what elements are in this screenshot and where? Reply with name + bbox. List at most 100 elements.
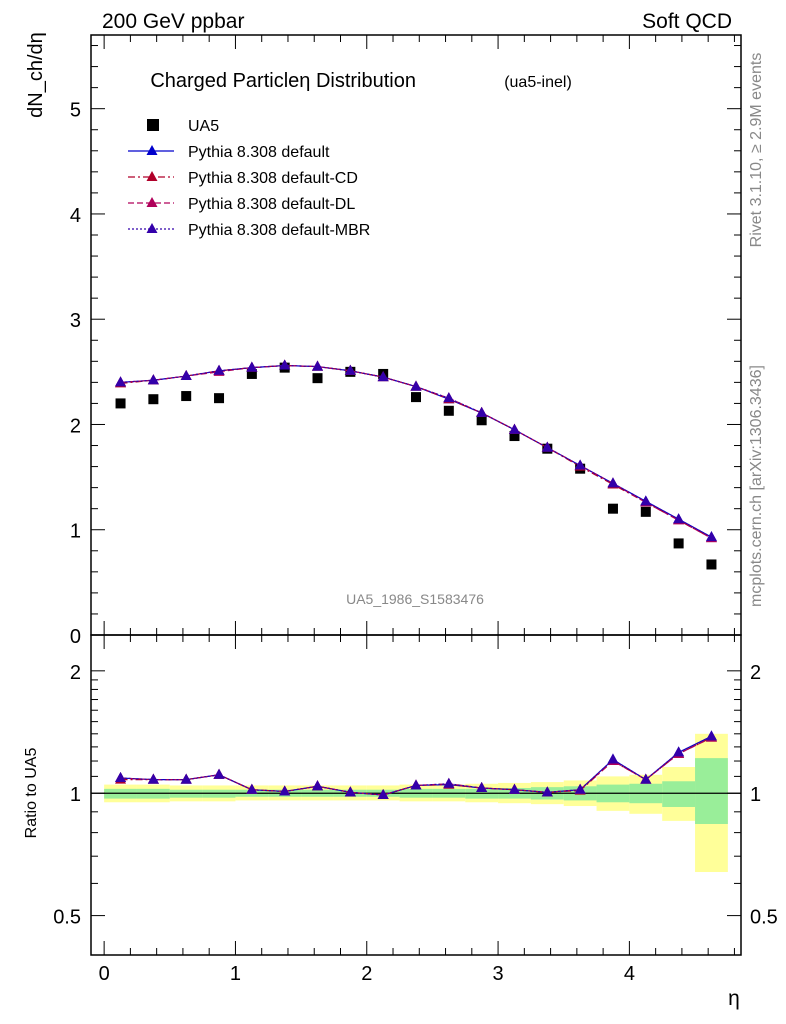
ua5-data-point bbox=[148, 394, 159, 405]
series-marker bbox=[640, 495, 652, 506]
legend-label: Pythia 8.308 default-MBR bbox=[188, 222, 370, 239]
ratio-series-marker bbox=[180, 773, 192, 784]
ratio-series-marker bbox=[344, 786, 356, 797]
y-tick-label: 1 bbox=[70, 521, 81, 543]
series-line bbox=[120, 364, 712, 539]
x-tick-label: 0 bbox=[99, 963, 110, 985]
mcplots-label: mcplots.cern.ch [arXiv:1306.3436] bbox=[748, 365, 765, 607]
series-marker bbox=[508, 423, 520, 434]
ua5-data-point bbox=[181, 391, 192, 402]
ratio-series-marker bbox=[607, 753, 619, 764]
y-tick-label: 4 bbox=[70, 205, 81, 227]
series-marker bbox=[279, 359, 291, 370]
ratio-series-marker bbox=[443, 777, 455, 788]
rivet-version-label: Rivet 3.1.10, ≥ 2.9M events bbox=[748, 53, 765, 248]
uncertainty-band-inner bbox=[662, 781, 696, 807]
x-tick-label: 1 bbox=[230, 963, 241, 985]
series-marker bbox=[705, 531, 717, 542]
ratio-series-marker bbox=[410, 779, 422, 790]
main-ylabel: dN_ch/dη bbox=[25, 32, 47, 118]
ratio-series-marker bbox=[476, 781, 488, 792]
legend-marker bbox=[146, 145, 158, 155]
ua5-data-point bbox=[476, 415, 487, 426]
ratio-y-tick-label-left: 2 bbox=[70, 662, 81, 684]
uncertainty-band-inner bbox=[695, 758, 728, 825]
ratio-bands bbox=[91, 733, 741, 873]
y-tick-label: 5 bbox=[70, 100, 81, 122]
ua5-data-point bbox=[706, 559, 717, 570]
series-marker bbox=[312, 360, 324, 371]
ratio-y-tick-label-left: 1 bbox=[70, 784, 81, 806]
x-tick-label: 3 bbox=[493, 963, 504, 985]
ratio-series-marker bbox=[377, 788, 389, 799]
ratio-y-tick-label-right: 2 bbox=[750, 662, 761, 684]
series-marker bbox=[115, 376, 127, 387]
ua5-data-point bbox=[443, 405, 454, 416]
ratio-series-marker bbox=[705, 730, 717, 741]
ua5-data-point bbox=[214, 393, 225, 404]
ratio-series-marker bbox=[115, 772, 127, 783]
ratio-y-tick-label-left: 0.5 bbox=[53, 907, 81, 929]
series-marker bbox=[673, 513, 685, 524]
ua5-data-point bbox=[312, 373, 323, 384]
legend-marker bbox=[146, 171, 158, 181]
ratio-series-marker bbox=[640, 773, 652, 784]
series-marker bbox=[213, 364, 225, 375]
series-line bbox=[120, 364, 712, 538]
ratio-series-marker bbox=[673, 746, 685, 757]
legend-marker bbox=[146, 223, 158, 233]
ua5-data-point bbox=[509, 431, 520, 442]
main-series bbox=[115, 359, 717, 570]
y-tick-label: 2 bbox=[70, 415, 81, 437]
legend-marker bbox=[147, 119, 159, 131]
series-marker bbox=[147, 374, 159, 385]
ua5-data-point bbox=[246, 368, 257, 379]
series-line bbox=[120, 364, 712, 539]
ratio-series-marker bbox=[279, 785, 291, 796]
series-marker bbox=[246, 361, 258, 372]
main-ticks: 0 1 2 3 4 5 bbox=[70, 35, 741, 648]
ratio-series bbox=[115, 730, 717, 799]
analysis-watermark: UA5_1986_S1583476 bbox=[346, 591, 484, 607]
ratio-series-marker bbox=[574, 783, 586, 794]
ratio-series-marker bbox=[508, 783, 520, 794]
x-tick-label: 4 bbox=[624, 963, 635, 985]
ratio-series-marker bbox=[541, 786, 553, 797]
chart-title: Charged Particleη Distribution bbox=[150, 70, 416, 92]
ratio-series-marker bbox=[213, 768, 225, 779]
series-marker bbox=[180, 370, 192, 381]
x-axis-label: η bbox=[728, 987, 740, 1010]
series-marker bbox=[377, 371, 389, 382]
series-marker bbox=[574, 459, 586, 470]
legend-label: UA5 bbox=[188, 118, 219, 135]
ratio-frame bbox=[90, 634, 742, 956]
ua5-data-point bbox=[640, 506, 651, 517]
series-marker bbox=[443, 392, 455, 403]
legend-label: Pythia 8.308 default bbox=[188, 144, 330, 161]
ratio-ticks: 0.5 0.5 1 1 2 2 0 1 2 3 4 bbox=[53, 635, 778, 985]
ratio-y-tick-label-right: 0.5 bbox=[750, 907, 778, 929]
series-marker bbox=[607, 477, 619, 488]
main-panel: 0 1 2 3 4 5 dN_ch/dη Charged Particleη Distri… bbox=[25, 32, 742, 648]
ratio-series-marker bbox=[246, 783, 258, 794]
x-tick-label: 2 bbox=[361, 963, 372, 985]
ratio-y-tick-label-right: 1 bbox=[750, 784, 761, 806]
header-right: Soft QCD bbox=[642, 10, 732, 33]
series-marker bbox=[476, 406, 488, 417]
series-line bbox=[120, 364, 712, 538]
series-marker bbox=[410, 380, 422, 391]
chart-subtitle: (ua5-inel) bbox=[504, 74, 572, 91]
ua5-data-point bbox=[115, 398, 126, 409]
y-tick-label: 0 bbox=[70, 626, 81, 648]
ratio-series-marker bbox=[312, 780, 324, 791]
ua5-data-point bbox=[673, 538, 684, 549]
legend-label: Pythia 8.308 default-CD bbox=[188, 170, 358, 187]
header-left: 200 GeV ppbar bbox=[102, 10, 244, 33]
legend-marker bbox=[146, 197, 158, 207]
ua5-data-point bbox=[607, 503, 618, 514]
legend: UA5 Pythia 8.308 default Pythia 8.308 defa… bbox=[128, 118, 370, 239]
ratio-series-marker bbox=[147, 773, 159, 784]
series-marker bbox=[541, 441, 553, 452]
ratio-ylabel: Ratio to UA5 bbox=[23, 748, 40, 839]
